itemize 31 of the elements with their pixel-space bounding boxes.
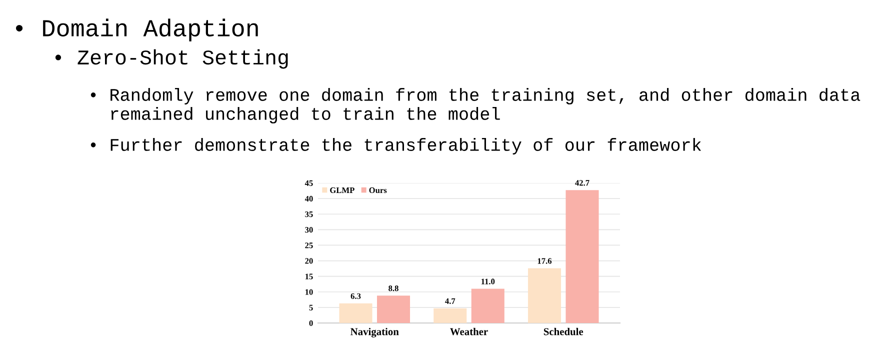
x-tick-label: Navigation — [350, 328, 399, 338]
x-tick-label: Weather — [450, 328, 488, 336]
text: 42.7 — [575, 180, 590, 186]
bar — [434, 308, 467, 323]
text: 17.6 — [538, 258, 552, 264]
bar — [566, 190, 599, 323]
bar — [471, 288, 504, 323]
y-tick-label: 35 — [305, 211, 313, 218]
text: • Randomly remove one domain from the training set, and other domain data remained unchanged to train the model — [90, 88, 860, 124]
y-tick-label: 25 — [305, 242, 313, 248]
bar — [528, 268, 562, 323]
y-tick-label: 20 — [305, 258, 313, 264]
text: 6.3 — [350, 293, 361, 299]
y-tick-label: 0 — [309, 320, 313, 326]
text: 4.7 — [445, 298, 456, 304]
y-tick-label: 30 — [305, 227, 313, 233]
text: 8.8 — [388, 286, 398, 292]
text: 11.0 — [481, 278, 495, 284]
bar — [339, 303, 372, 323]
y-tick-label: 10 — [305, 289, 313, 295]
bar — [376, 296, 410, 323]
y-tick-label: 15 — [305, 274, 313, 280]
y-tick-label: 5 — [309, 304, 313, 310]
chart-title: • Domain Adaption — [16, 18, 258, 42]
x-tick-label: Schedule — [544, 328, 584, 336]
y-tick-label: 40 — [304, 196, 313, 202]
y-tick-label: 45 — [304, 180, 313, 186]
legend-label: Ours — [369, 187, 387, 194]
legend-label: GLMP — [330, 187, 354, 194]
text: • Further demonstrate the transferability of our framework — [90, 138, 702, 154]
chart-subtitle: • Zero-Shot Setting — [55, 49, 288, 69]
